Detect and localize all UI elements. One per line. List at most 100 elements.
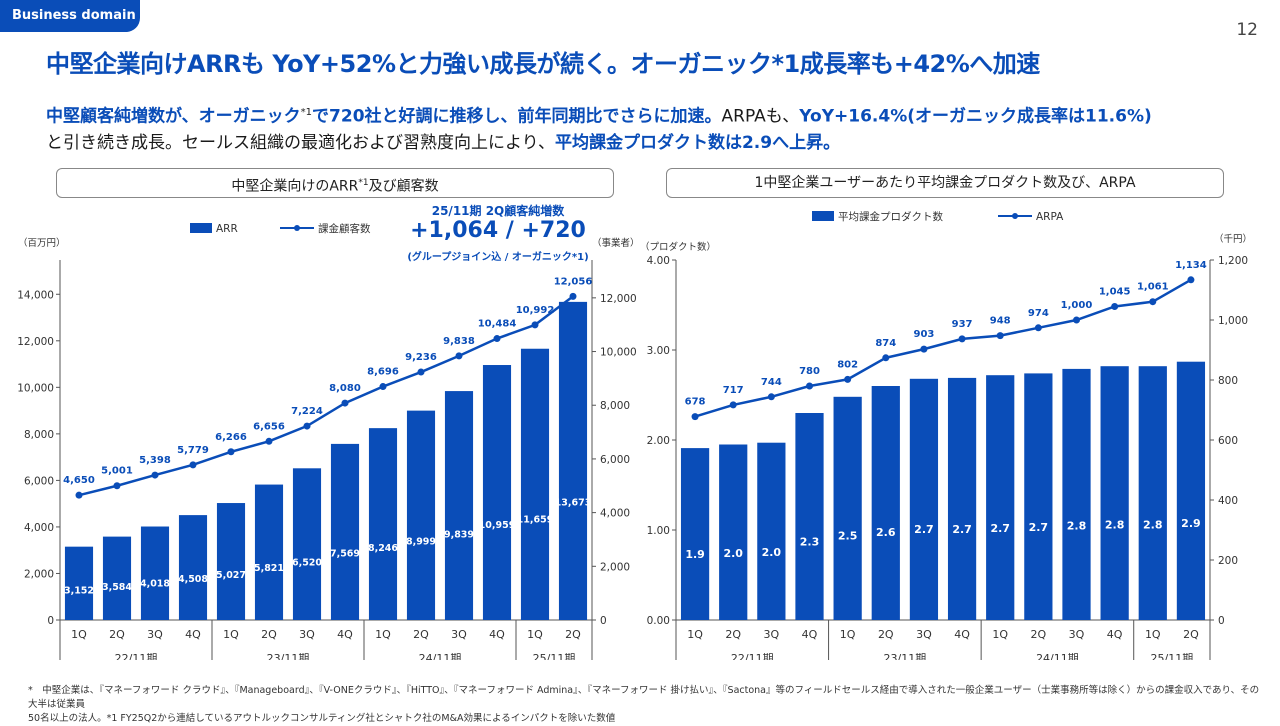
line-value-label: 874 [875, 338, 896, 349]
line-point [379, 383, 387, 391]
x-tick-label: 2Q [1031, 628, 1047, 641]
line-point [227, 448, 235, 456]
left-chart-title-sup: *1 [358, 178, 369, 188]
y-left-tick-label: 12,000 [17, 336, 54, 348]
bar [871, 386, 900, 620]
bar [178, 515, 208, 620]
x-tick-label: 2Q [261, 628, 277, 641]
y-left-tick-label: 1.00 [647, 525, 670, 537]
y-left-unit: （プロダクト数） [640, 241, 716, 253]
footnote-line2: 50名以上の法人。*1 FY25Q2から連結しているアウトルックコンサルティング… [28, 713, 616, 724]
y-right-tick-label: 0 [1218, 615, 1225, 627]
bar-value-label: 4,018 [140, 578, 170, 589]
left-chart-title-box: 中堅企業向けのARR*1及び顧客数 [56, 168, 614, 198]
line-value-label: 744 [761, 377, 782, 388]
subtitle-l1a: 中堅顧客純増数が、オーガニック [46, 106, 301, 127]
bar-value-label: 9,839 [444, 530, 474, 541]
y-right-tick-label: 1,200 [1218, 255, 1248, 267]
bar-value-label: 2.9 [1181, 517, 1201, 530]
bar [1100, 366, 1129, 620]
x-tick-label: 4Q [185, 628, 201, 641]
bar-value-label: 7,569 [330, 549, 360, 560]
bar [1176, 361, 1206, 620]
legend-line-marker [1012, 213, 1018, 219]
y-right-tick-label: 400 [1218, 495, 1238, 507]
line-value-label: 974 [1028, 308, 1049, 319]
bar [330, 443, 360, 620]
line-point [691, 413, 699, 421]
y-left-tick-label: 8,000 [24, 429, 54, 441]
x-tick-label: 1Q [223, 628, 239, 641]
x-group-label: 25/11期 [1151, 652, 1194, 660]
x-tick-label: 4Q [489, 628, 505, 641]
highlight-note: (グループジョイン込 / オーガニック*1) [407, 252, 589, 263]
y-left-tick-label: 4.00 [647, 255, 670, 267]
bar [833, 396, 862, 620]
y-left-tick-label: 6,000 [24, 475, 54, 487]
line-value-label: 1,134 [1175, 260, 1207, 271]
subtitle-l1sup: *1 [300, 107, 313, 118]
line-value-label: 780 [799, 366, 820, 377]
bar-value-label: 2.8 [1143, 519, 1163, 532]
y-right-unit: （千円） [1214, 233, 1252, 245]
x-tick-label: 4Q [337, 628, 353, 641]
x-tick-label: 1Q [1145, 628, 1161, 641]
line-value-label: 7,224 [291, 406, 323, 417]
bar [444, 391, 474, 620]
subtitle: 中堅顧客純増数が、オーガニック*1で720社と好調に推移し、前年同期比でさらに加… [46, 100, 1246, 156]
section-tag: Business domain [0, 0, 140, 32]
line-point [767, 393, 775, 401]
line-value-label: 1,000 [1061, 300, 1093, 311]
bar-value-label: 6,520 [292, 557, 322, 568]
line-point [958, 335, 966, 343]
subtitle-l1d: YoY+16.4%(オーガニック成長率は11.6%) [799, 106, 1152, 127]
x-tick-label: 2Q [878, 628, 894, 641]
line-point [531, 321, 539, 329]
bar [909, 378, 939, 620]
line-point [844, 375, 852, 383]
x-tick-label: 1Q [71, 628, 87, 641]
x-tick-label: 1Q [992, 628, 1008, 641]
bar [102, 536, 132, 620]
y-left-tick-label: 0.00 [647, 615, 670, 627]
x-tick-label: 3Q [1069, 628, 1085, 641]
bar [64, 546, 94, 620]
y-right-tick-label: 200 [1218, 555, 1238, 567]
y-left-tick-label: 14,000 [17, 289, 54, 301]
bar-value-label: 2.0 [762, 546, 782, 559]
x-tick-label: 2Q [109, 628, 125, 641]
x-tick-label: 1Q [687, 628, 703, 641]
legend-line-marker [294, 225, 300, 231]
arr-customer-chart: 0 2,000 4,000 6,000 8,000 10,000 12,000 14,000 0… [17, 222, 640, 660]
bar-value-label: 1.9 [685, 548, 705, 561]
line-value-label: 717 [723, 385, 744, 396]
product-arpa-chart: 0.00 1.00 2.00 3.00 4.00 0 200 400 600 800 1,000 1,… [640, 210, 1252, 660]
y-left-tick-label: 2,000 [24, 568, 54, 580]
line-point [265, 437, 273, 445]
x-tick-label: 1Q [375, 628, 391, 641]
legend-line-label: 課金顧客数 [318, 222, 371, 235]
legend-bar-label: 平均課金プロダクト数 [838, 210, 943, 223]
bar [986, 375, 1015, 620]
line-value-label: 5,001 [101, 466, 133, 477]
highlight-value: +1,064 / +720 [410, 218, 586, 243]
line-point [75, 491, 83, 499]
bar [757, 442, 786, 620]
line-point [996, 332, 1004, 340]
bar [254, 484, 284, 620]
bar [1024, 373, 1053, 620]
x-group-label: 22/11期 [115, 652, 158, 660]
bar [795, 413, 824, 620]
y-right-tick-label: 0 [600, 615, 607, 627]
y-right-tick-label: 10,000 [600, 347, 637, 359]
x-tick-label: 4Q [1107, 628, 1123, 641]
y-right-tick-label: 4,000 [600, 508, 630, 520]
bar-value-label: 2.7 [952, 523, 972, 536]
line-point [569, 292, 577, 300]
line-value-label: 9,838 [443, 336, 475, 347]
x-group-label: 23/11期 [884, 652, 927, 660]
y-right-tick-label: 1,000 [1218, 315, 1248, 327]
bar-value-label: 2.0 [723, 547, 743, 560]
y-left-tick-label: 3.00 [647, 345, 670, 357]
line-point [151, 471, 159, 479]
